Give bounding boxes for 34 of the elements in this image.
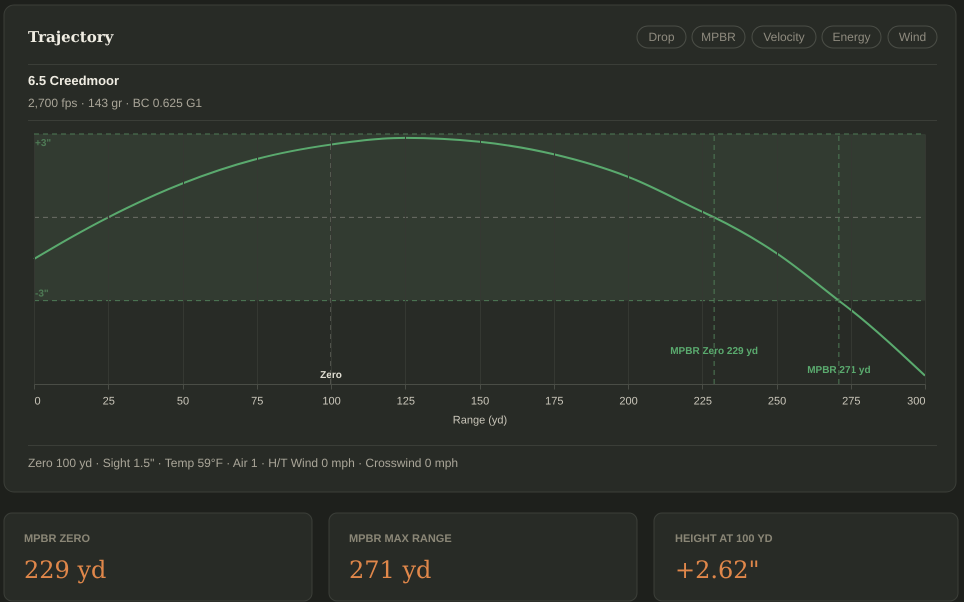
x-tick-label: 200	[619, 396, 638, 408]
ref-line-label: +3"	[35, 138, 52, 149]
text: MPBR ZERO	[24, 533, 90, 545]
x-tick-label: 250	[768, 396, 786, 408]
x-tick-label: 300	[907, 396, 926, 408]
x-tick-label: 275	[842, 396, 860, 408]
text: 2,700 fps · 143 gr · BC 0.625 G1	[28, 96, 202, 110]
text: Zero 100 yd · Sight 1.5" · Temp 59°F · Air 1 · H/T Wind 0 mph · Crosswind 0 mph	[28, 456, 458, 470]
text: MPBR	[701, 30, 736, 44]
x-tick-label: 225	[694, 396, 712, 408]
ref-line-label: -3"	[35, 288, 49, 300]
text: Velocity	[763, 30, 805, 44]
chart-title: Trajectory	[28, 28, 115, 46]
text: Drop	[648, 30, 675, 44]
text: +2.62"	[675, 556, 760, 584]
text: MPBR MAX RANGE	[349, 533, 452, 545]
text: 271 yd	[349, 556, 432, 584]
x-tick-label: 175	[545, 396, 564, 408]
text: HEIGHT AT 100 YD	[675, 533, 773, 545]
chart-subtitle: 6.5 Creedmoor	[28, 73, 120, 88]
x-tick-label: 150	[470, 396, 490, 408]
ref-line-label: Zero	[320, 370, 342, 381]
text: Energy	[832, 30, 871, 44]
x-tick-label: 50	[176, 396, 190, 408]
text: 229 yd	[24, 556, 106, 584]
x-tick-label: 25	[102, 396, 115, 408]
x-tick-label: 75	[251, 396, 264, 408]
text: Wind	[898, 30, 926, 44]
ref-line-label: MPBR Zero 229 yd	[670, 346, 758, 357]
x-tick-label: 0	[34, 396, 41, 408]
ref-line-label: MPBR 271 yd	[807, 365, 871, 376]
x-tick-label: 100	[322, 396, 341, 408]
x-axis-title: Range (yd)	[452, 414, 508, 426]
x-tick-label: 125	[396, 396, 415, 408]
